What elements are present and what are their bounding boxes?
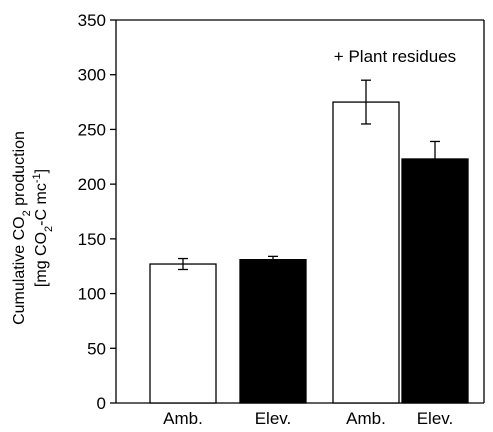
y-tick-label-200: 200 (78, 175, 106, 194)
bar-3 (332, 101, 400, 404)
plot-area: 0 50 100 150 200 250 300 350 Amb. Elev. Amb. Elev. (78, 11, 485, 428)
y-axis-title: Cumulative CO2 production (11, 131, 33, 325)
y-axis-units-part3: ] (33, 169, 50, 173)
y-axis-title-line1: Cumulative CO (11, 216, 28, 324)
y-axis-units-sub: 2 (43, 226, 55, 232)
annotation-plant-residues: + Plant residues (334, 47, 456, 66)
bar-4 (401, 158, 469, 404)
x-category-label-1: Amb. (163, 409, 203, 428)
y-axis-title-sub1: 2 (21, 210, 33, 216)
y-tick-label-300: 300 (78, 66, 106, 85)
x-category-label-2: Elev. (255, 409, 292, 428)
y-tick-label-150: 150 (78, 230, 106, 249)
y-tick-label-50: 50 (87, 339, 106, 358)
y-axis-title-units: [mg CO2-C mc-1] (31, 169, 55, 287)
y-axis-title-line1-tail: production (11, 131, 28, 210)
x-category-label-4: Elev. (417, 409, 454, 428)
y-axis-units-part2: -C mc (33, 183, 50, 226)
x-category-label-3: Amb. (346, 409, 386, 428)
y-tick-label-250: 250 (78, 120, 106, 139)
y-tick-label-100: 100 (78, 285, 106, 304)
bar-1 (149, 263, 217, 404)
bar-2 (239, 258, 307, 404)
y-axis-units-sup: -1 (31, 173, 43, 183)
y-tick-label-0: 0 (97, 394, 106, 413)
y-axis-units-part1: [mg CO (33, 232, 50, 287)
y-tick-label-350: 350 (78, 11, 106, 30)
